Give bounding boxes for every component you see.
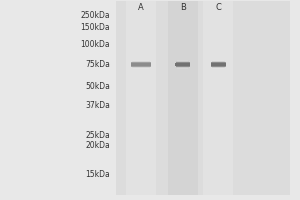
Bar (131, 62, 151, 67)
Text: 25kDa: 25kDa (85, 131, 110, 140)
Bar (212, 62, 225, 67)
Bar (133, 61, 149, 68)
Bar (134, 60, 149, 69)
Text: A: A (138, 3, 144, 12)
Bar (131, 62, 151, 67)
Bar (132, 62, 150, 67)
Bar (177, 61, 189, 68)
Text: C: C (215, 3, 221, 12)
Bar (213, 60, 224, 69)
Bar (211, 63, 226, 66)
Bar (176, 62, 189, 67)
Bar (177, 61, 188, 68)
Bar (133, 61, 149, 68)
Bar (177, 60, 188, 69)
Bar (176, 61, 189, 68)
Bar (212, 62, 225, 67)
Text: 37kDa: 37kDa (85, 101, 110, 110)
Bar (126, 1, 156, 195)
Bar (212, 61, 224, 68)
Bar (211, 62, 226, 67)
Bar (213, 61, 224, 68)
Text: 150kDa: 150kDa (80, 23, 110, 32)
Text: 250kDa: 250kDa (80, 11, 110, 20)
Bar (203, 1, 233, 195)
Bar (176, 62, 190, 67)
Text: 15kDa: 15kDa (85, 170, 110, 179)
Bar (168, 1, 198, 195)
Text: 20kDa: 20kDa (85, 141, 110, 150)
Bar (212, 61, 225, 68)
Text: 50kDa: 50kDa (85, 82, 110, 91)
Text: B: B (180, 3, 186, 12)
Bar (116, 1, 290, 195)
Bar (131, 63, 152, 66)
Bar (175, 63, 190, 66)
Bar (132, 61, 150, 68)
Text: 75kDa: 75kDa (85, 60, 110, 69)
Text: 100kDa: 100kDa (80, 40, 110, 49)
Bar (176, 62, 190, 67)
